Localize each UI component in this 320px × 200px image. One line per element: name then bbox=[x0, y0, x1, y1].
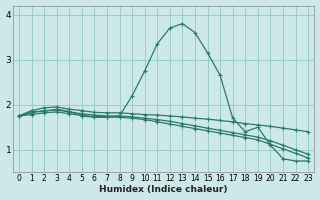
X-axis label: Humidex (Indice chaleur): Humidex (Indice chaleur) bbox=[99, 185, 228, 194]
